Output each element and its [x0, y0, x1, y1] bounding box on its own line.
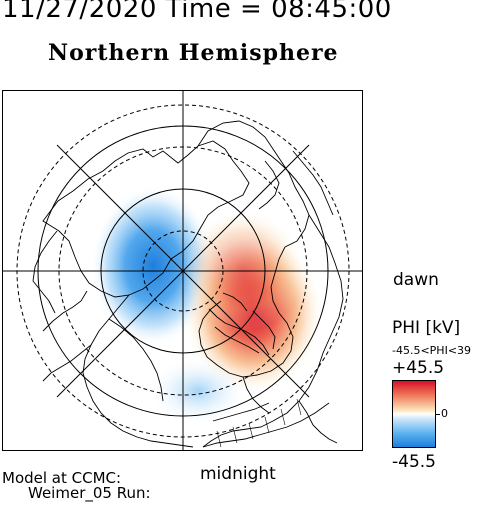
model-label: Model at CCMC:: [2, 469, 122, 487]
coastlines: [32, 120, 344, 448]
negative-potential-cell: [91, 186, 215, 346]
colorbar-zero-tick: [436, 414, 440, 415]
midnight-label: midnight: [200, 464, 276, 484]
colorbar-zero-label: 0: [441, 407, 448, 420]
timestamp-title: 11/27/2020 Time = 08:45:00: [2, 0, 392, 24]
colorbar-max-label: +45.5: [392, 358, 445, 378]
dawn-label: dawn: [393, 270, 439, 290]
meridian-lines: [3, 91, 362, 450]
run-label: Weimer_05 Run:: [28, 484, 151, 502]
colorbar-min-label: -45.5: [392, 452, 436, 472]
polar-map-frame: [2, 90, 363, 451]
colorbar-range-text: -45.5<PHI<39: [392, 344, 472, 357]
polar-potential-map: [3, 91, 362, 450]
hemisphere-title: Northern Hemisphere: [48, 40, 339, 66]
colorbar-gradient: [392, 380, 436, 448]
lower-weak-negative: [148, 356, 248, 426]
colorbar-title: PHI [kV]: [392, 318, 461, 338]
border-lines: [216, 398, 302, 448]
